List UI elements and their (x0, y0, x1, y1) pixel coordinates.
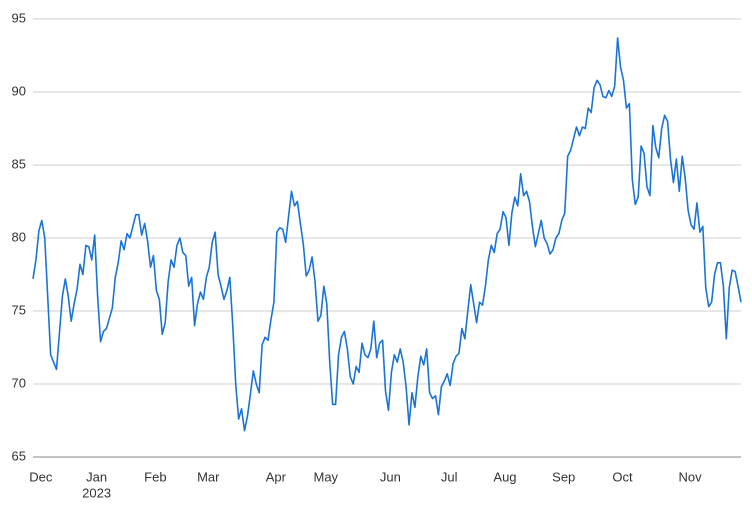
year-label: 2023 (82, 485, 111, 500)
x-tick-label: Sep (552, 469, 575, 484)
x-tick-label: Aug (493, 469, 516, 484)
x-tick-label: Oct (612, 469, 633, 484)
x-tick-label: Jul (441, 469, 458, 484)
y-tick-label: 95 (12, 10, 26, 25)
y-tick-label: 75 (12, 302, 26, 317)
y-tick-label: 85 (12, 156, 26, 171)
x-tick-label: Mar (197, 469, 220, 484)
x-tick-label: Dec (29, 469, 53, 484)
y-tick-label: 65 (12, 448, 26, 463)
x-tick-label: Nov (678, 469, 702, 484)
y-tick-label: 70 (12, 375, 26, 390)
x-tick-label: Apr (266, 469, 287, 484)
y-tick-label: 90 (12, 83, 26, 98)
x-tick-label: Jun (380, 469, 401, 484)
line-series (32, 37, 742, 432)
x-tick-label: Feb (144, 469, 166, 484)
x-tick-label: Jan (86, 469, 107, 484)
y-tick-label: 80 (12, 229, 26, 244)
x-tick-label: May (313, 469, 338, 484)
